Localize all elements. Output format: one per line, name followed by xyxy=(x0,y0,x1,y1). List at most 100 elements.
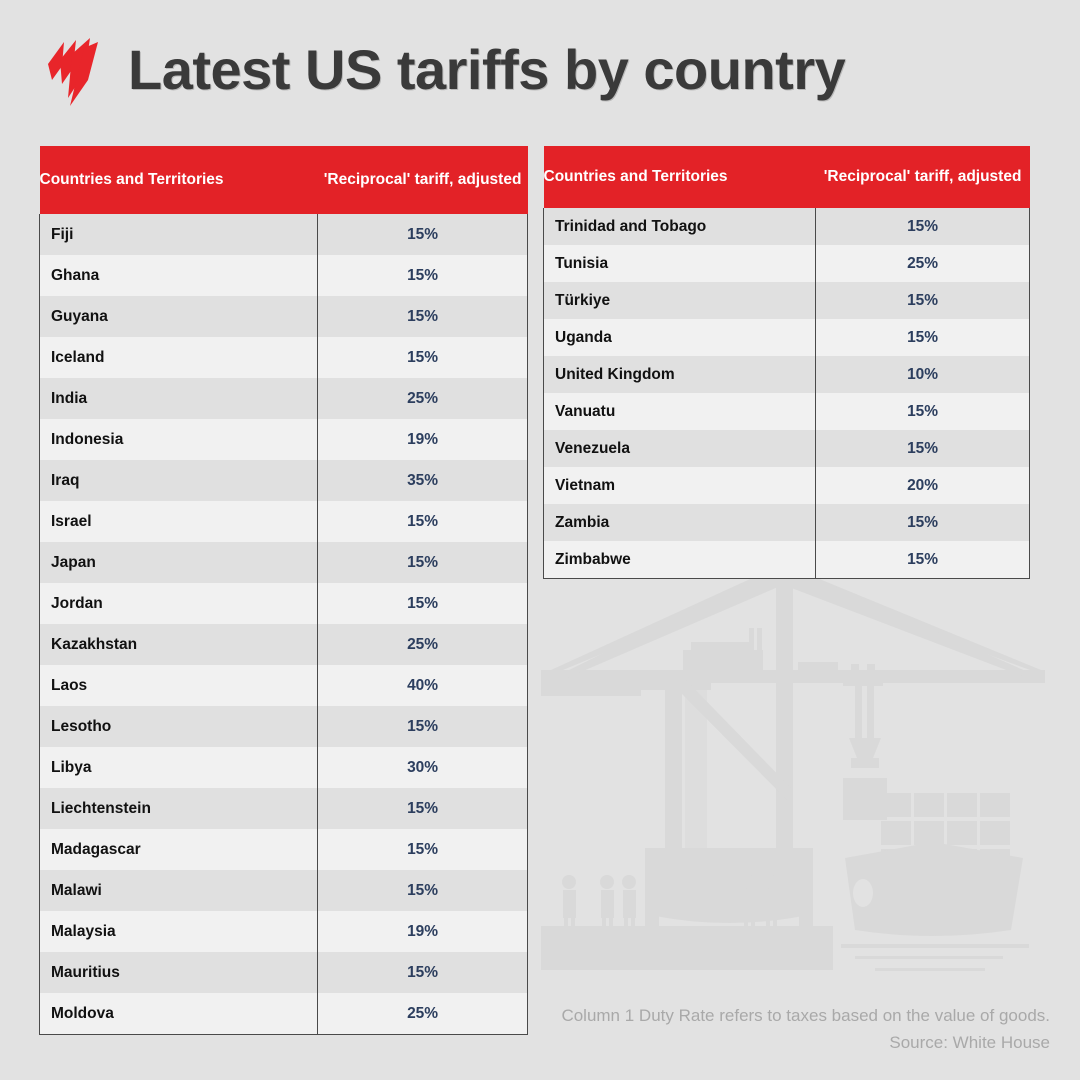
table-header-row: Countries and Territories 'Reciprocal' t… xyxy=(543,146,1030,208)
cell-country: Malawi xyxy=(38,870,319,911)
cell-country: Vanuatu xyxy=(542,393,817,430)
cell-country: Tunisia xyxy=(542,245,817,282)
cell-country: Kazakhstan xyxy=(38,624,319,665)
table-row: Israel 15% xyxy=(38,501,528,542)
cell-tariff: 25% xyxy=(317,624,528,665)
column-header-tariff: 'Reciprocal' tariff, adjusted xyxy=(317,146,528,214)
cell-country: Guyana xyxy=(38,296,319,337)
page-header: Latest US tariffs by country xyxy=(0,0,1080,140)
table-row: Moldova 25% xyxy=(38,993,528,1035)
cell-tariff: 19% xyxy=(317,911,528,952)
cell-country: Uganda xyxy=(542,319,817,356)
table-row: Ghana 15% xyxy=(38,255,528,296)
cell-tariff: 35% xyxy=(317,460,528,501)
cell-tariff: 10% xyxy=(815,356,1030,393)
cell-country: Malaysia xyxy=(38,911,319,952)
table-row: Iceland 15% xyxy=(38,337,528,378)
cell-tariff: 25% xyxy=(317,378,528,419)
table-row: Jordan 15% xyxy=(38,583,528,624)
cell-country: Mauritius xyxy=(38,952,319,993)
port-crane-watermark-illustration xyxy=(541,560,1045,971)
cell-tariff: 15% xyxy=(317,337,528,378)
table-body-right: Trinidad and Tobago 15% Tunisia 25% Türkiye 1… xyxy=(542,208,1030,579)
tariff-table-left: Countries and Territories 'Reciprocal' t… xyxy=(38,146,528,1035)
cell-country: Lesotho xyxy=(38,706,319,747)
table-row: Fiji 15% xyxy=(38,214,528,255)
table-row: Tunisia 25% xyxy=(542,245,1030,282)
table-row: Zambia 15% xyxy=(542,504,1030,541)
table-row: Laos 40% xyxy=(38,665,528,706)
cell-country: United Kingdom xyxy=(542,356,817,393)
table-row: Türkiye 15% xyxy=(542,282,1030,319)
cell-tariff: 40% xyxy=(317,665,528,706)
table-row: Uganda 15% xyxy=(542,319,1030,356)
cell-country: Venezuela xyxy=(542,430,817,467)
table-header-row: Countries and Territories 'Reciprocal' t… xyxy=(39,146,528,214)
cell-tariff: 30% xyxy=(317,747,528,788)
cell-country: Zimbabwe xyxy=(542,541,817,579)
cell-tariff: 15% xyxy=(317,542,528,583)
cell-tariff: 15% xyxy=(317,870,528,911)
cell-tariff: 20% xyxy=(815,467,1030,504)
cell-country: Ghana xyxy=(38,255,319,296)
cell-tariff: 15% xyxy=(815,541,1030,579)
cell-country: Vietnam xyxy=(542,467,817,504)
cell-country: Trinidad and Tobago xyxy=(542,208,817,245)
cell-country: Iceland xyxy=(38,337,319,378)
cell-tariff: 15% xyxy=(317,706,528,747)
cell-tariff: 25% xyxy=(815,245,1030,282)
table-row: Trinidad and Tobago 15% xyxy=(542,208,1030,245)
table-row: United Kingdom 10% xyxy=(542,356,1030,393)
table-row: Malawi 15% xyxy=(38,870,528,911)
cell-country: Fiji xyxy=(38,214,319,255)
table-row: Mauritius 15% xyxy=(38,952,528,993)
cell-country: Israel xyxy=(38,501,319,542)
footer-note: Column 1 Duty Rate refers to taxes based… xyxy=(561,1006,1050,1026)
cell-tariff: 19% xyxy=(317,419,528,460)
cell-tariff: 15% xyxy=(815,282,1030,319)
cell-tariff: 15% xyxy=(815,504,1030,541)
cell-country: Indonesia xyxy=(38,419,319,460)
cell-country: Madagascar xyxy=(38,829,319,870)
cell-country: India xyxy=(38,378,319,419)
cell-tariff: 15% xyxy=(317,583,528,624)
table-row: Iraq 35% xyxy=(38,460,528,501)
cell-country: Laos xyxy=(38,665,319,706)
cell-country: Libya xyxy=(38,747,319,788)
cell-tariff: 15% xyxy=(815,393,1030,430)
cell-tariff: 15% xyxy=(815,430,1030,467)
page-title: Latest US tariffs by country xyxy=(128,38,846,101)
table-row: Japan 15% xyxy=(38,542,528,583)
cell-country: Japan xyxy=(38,542,319,583)
cell-country: Moldova xyxy=(38,993,319,1035)
table-row: Indonesia 19% xyxy=(38,419,528,460)
tariff-table-right: Countries and Territories 'Reciprocal' t… xyxy=(542,146,1030,579)
cell-country: Iraq xyxy=(38,460,319,501)
cell-tariff: 15% xyxy=(317,501,528,542)
cell-tariff: 15% xyxy=(317,214,528,255)
table-row: Liechtenstein 15% xyxy=(38,788,528,829)
table-row: Lesotho 15% xyxy=(38,706,528,747)
cell-country: Zambia xyxy=(542,504,817,541)
table-body-left: Fiji 15% Ghana 15% Guyana 15% Iceland 15% India 2… xyxy=(38,214,528,1035)
cell-tariff: 15% xyxy=(317,952,528,993)
cell-tariff: 15% xyxy=(317,296,528,337)
cell-tariff: 15% xyxy=(815,208,1030,245)
column-header-country: Countries and Territories xyxy=(543,146,816,208)
cell-tariff: 15% xyxy=(317,829,528,870)
cell-country: Liechtenstein xyxy=(38,788,319,829)
table-row: Vanuatu 15% xyxy=(542,393,1030,430)
table-row: Kazakhstan 25% xyxy=(38,624,528,665)
table-row: Vietnam 20% xyxy=(542,467,1030,504)
table-row: Madagascar 15% xyxy=(38,829,528,870)
column-header-country: Countries and Territories xyxy=(39,146,318,214)
table-row: India 25% xyxy=(38,378,528,419)
table-row: Malaysia 19% xyxy=(38,911,528,952)
footer-source: Source: White House xyxy=(889,1032,1050,1052)
table-row: Guyana 15% xyxy=(38,296,528,337)
cell-tariff: 15% xyxy=(317,255,528,296)
cell-tariff: 15% xyxy=(317,788,528,829)
sbs-lightning-logo-icon xyxy=(48,38,98,106)
cell-tariff: 15% xyxy=(815,319,1030,356)
cell-tariff: 25% xyxy=(317,993,528,1035)
